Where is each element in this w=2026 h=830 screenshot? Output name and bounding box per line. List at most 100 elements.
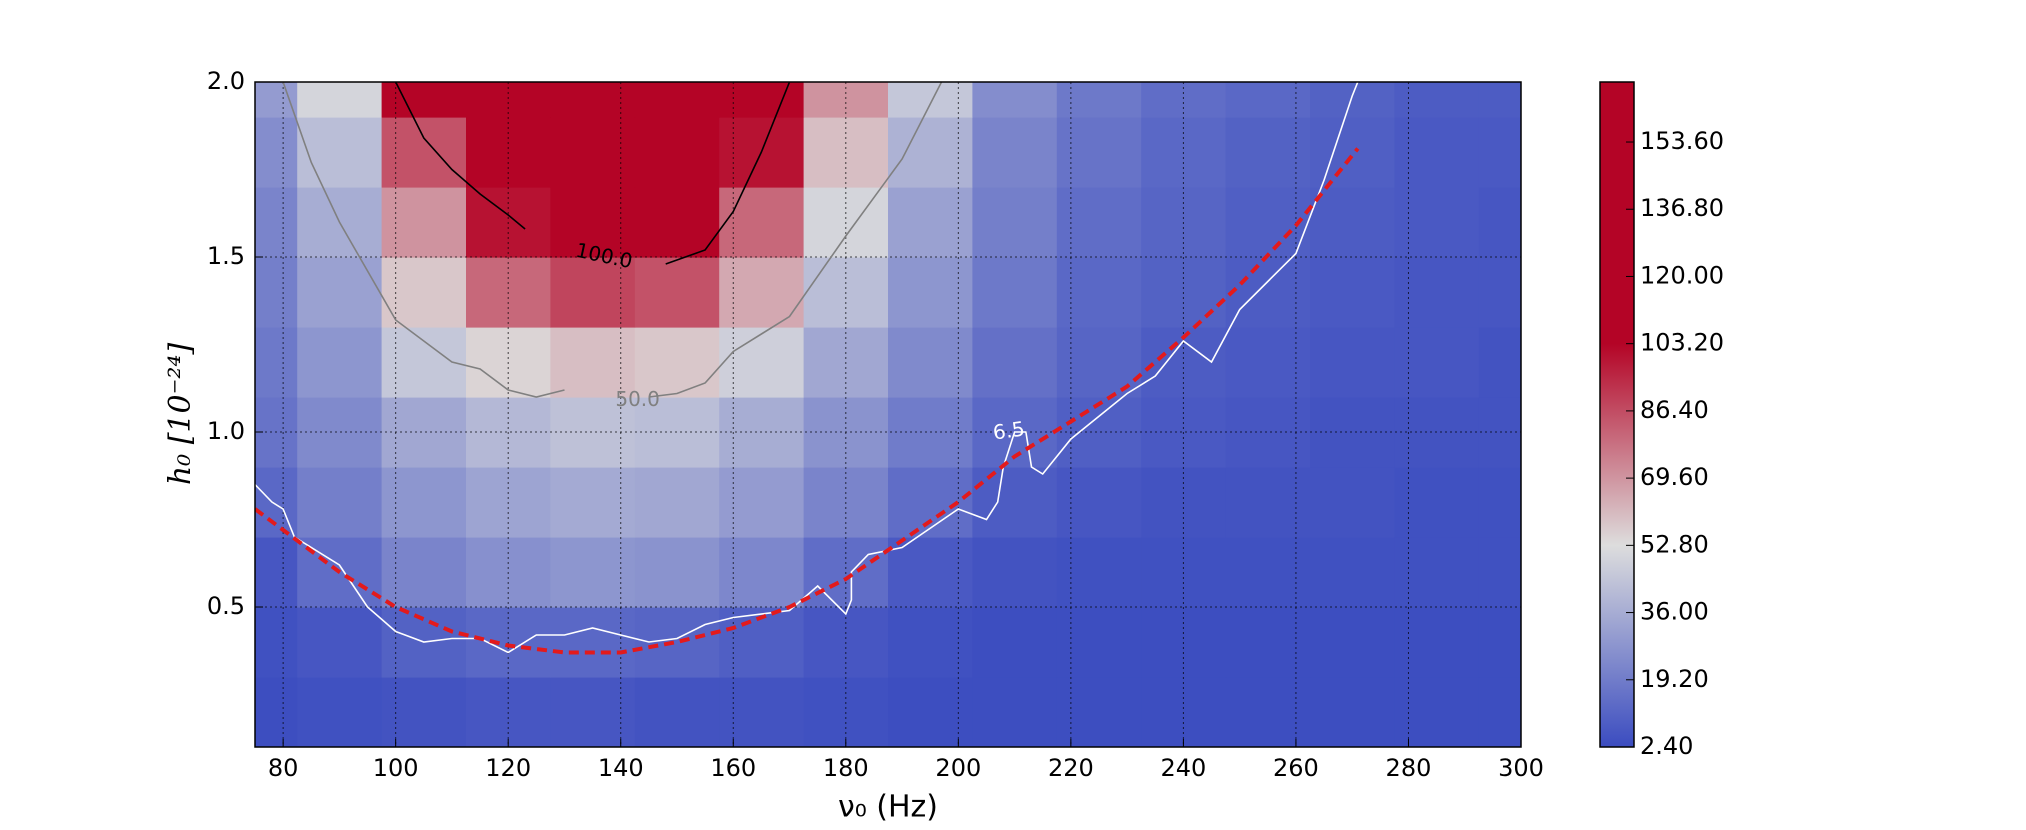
x-tick-label: 100 xyxy=(373,754,419,782)
heat-cell xyxy=(297,117,383,188)
heat-cell xyxy=(972,82,1058,118)
heat-cell xyxy=(888,187,973,258)
heat-cell xyxy=(255,677,298,747)
x-tick-label: 140 xyxy=(598,754,644,782)
heat-cell xyxy=(1225,677,1311,747)
heat-cell xyxy=(719,677,805,747)
heat-cell xyxy=(297,257,383,328)
colorbar-tick-label: 2.40 xyxy=(1640,732,1693,760)
heat-cell xyxy=(255,537,298,608)
heat-cell xyxy=(1310,537,1395,608)
heat-cell xyxy=(1394,257,1480,328)
heat-cell xyxy=(1478,677,1521,747)
heat-cell xyxy=(972,677,1058,747)
heat-cell xyxy=(1056,467,1142,538)
x-tick-label: 220 xyxy=(1048,754,1094,782)
heat-cell xyxy=(972,187,1058,258)
heat-cell xyxy=(381,537,467,608)
plot-frame xyxy=(254,81,1522,748)
y-tick-label: 1.5 xyxy=(207,242,245,270)
heat-cell xyxy=(634,537,720,608)
heat-cell xyxy=(634,117,720,188)
heat-cell xyxy=(1056,117,1142,188)
heat-cell xyxy=(1394,117,1480,188)
colorbar-tick-label: 36.00 xyxy=(1640,598,1709,626)
heat-cell xyxy=(297,397,383,468)
heat-cell xyxy=(1478,187,1521,258)
heat-cell xyxy=(972,257,1058,328)
heat-cell xyxy=(1310,257,1395,328)
colorbar-tick-label: 103.20 xyxy=(1640,329,1724,357)
heat-cell xyxy=(888,677,973,747)
heat-cell xyxy=(1478,117,1521,188)
heat-cell xyxy=(719,187,805,258)
heat-cell xyxy=(1056,677,1142,747)
x-tick-label: 160 xyxy=(710,754,756,782)
y-tick-label: 2.0 xyxy=(207,67,245,95)
heat-cell xyxy=(1478,327,1521,398)
heat-cell xyxy=(1310,467,1395,538)
heat-cell xyxy=(1056,397,1142,468)
colorbar-tick-label: 120.00 xyxy=(1640,261,1724,289)
heat-cell xyxy=(381,467,467,538)
heat-cell xyxy=(1394,327,1480,398)
heat-cell xyxy=(972,117,1058,188)
heat-cell xyxy=(972,537,1058,608)
heat-cell xyxy=(1394,607,1480,678)
heat-cell xyxy=(1056,537,1142,608)
heat-cell xyxy=(972,467,1058,538)
colorbar-tick-label: 69.60 xyxy=(1640,463,1709,491)
contour-line xyxy=(394,82,791,265)
heat-cell xyxy=(719,327,805,398)
heat-cell xyxy=(1225,397,1311,468)
heat-cell xyxy=(255,82,298,118)
heat-cell xyxy=(719,537,805,608)
heat-cell xyxy=(888,607,973,678)
heat-cell xyxy=(1310,187,1395,258)
x-tick-label: 200 xyxy=(935,754,981,782)
heat-cell xyxy=(888,467,973,538)
heat-cell xyxy=(381,187,467,258)
heat-cell xyxy=(255,607,298,678)
heat-cell xyxy=(1225,607,1311,678)
heat-cell xyxy=(1225,537,1311,608)
heat-cell xyxy=(550,537,636,608)
heat-cell xyxy=(1310,82,1395,118)
heat-cell xyxy=(255,257,298,328)
heat-cell xyxy=(381,677,467,747)
heat-cell xyxy=(1478,537,1521,608)
colorbar-tick-label: 86.40 xyxy=(1640,396,1709,424)
heat-cell xyxy=(1394,677,1480,747)
y-axis-label: h₀ [10⁻²⁴] xyxy=(163,343,198,486)
heat-cell xyxy=(1225,467,1311,538)
contour-line xyxy=(282,82,943,398)
heat-cell xyxy=(1310,117,1395,188)
colorbar-tick-label: 136.80 xyxy=(1640,194,1724,222)
heat-cell xyxy=(550,117,636,188)
heat-cell xyxy=(297,327,383,398)
colorbar-tick-label: 19.20 xyxy=(1640,665,1709,693)
heat-cell xyxy=(297,607,383,678)
heat-cell xyxy=(888,327,973,398)
colorbar-tick-label: 52.80 xyxy=(1640,530,1709,558)
heat-cell xyxy=(1310,327,1395,398)
heat-cell xyxy=(1478,607,1521,678)
heat-cell xyxy=(550,467,636,538)
heat-cell xyxy=(1394,467,1480,538)
heat-cell xyxy=(297,467,383,538)
heat-cell xyxy=(1394,187,1480,258)
heat-cell xyxy=(1225,327,1311,398)
heat-cell xyxy=(550,607,636,678)
x-axis-label: ν₀ (Hz) xyxy=(838,790,938,825)
heat-cell xyxy=(255,187,298,258)
heat-cell xyxy=(255,327,298,398)
x-tick-label: 80 xyxy=(268,754,299,782)
heat-cell xyxy=(297,677,383,747)
x-tick-label: 180 xyxy=(823,754,869,782)
heat-cell xyxy=(1394,537,1480,608)
y-tick-label: 0.5 xyxy=(207,592,245,620)
heat-cell xyxy=(634,327,720,398)
heat-cell xyxy=(1478,467,1521,538)
heat-cell xyxy=(255,117,298,188)
